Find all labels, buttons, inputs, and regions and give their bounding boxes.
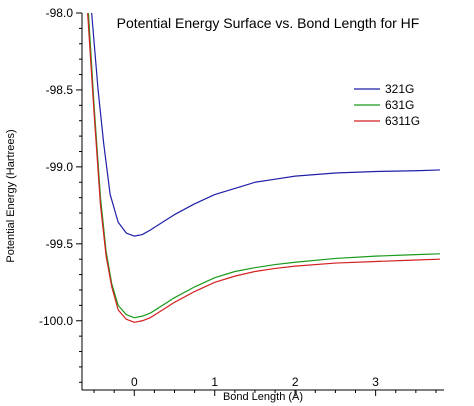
x-tick-label: 0 [131,375,138,389]
legend-label-321G: 321G [385,82,414,96]
x-tick-label: 1 [211,375,218,389]
legend: 321G 631G 6311G [354,82,420,128]
legend-label-6311G: 6311G [385,114,420,128]
y-tick-label: -98.0 [46,6,74,20]
y-tick-label: -100.0 [39,314,73,328]
x-tick-label: 3 [372,375,379,389]
ticks: -98.0 -98.5 -99.0 -99.5 -100.0 0 1 2 3 [39,6,437,396]
series-line-631G [87,13,440,319]
x-axis-title: Bond Length (Å) [223,390,303,403]
series-lines [87,13,440,323]
y-tick-label: -98.5 [46,83,74,97]
legend-label-631G: 631G [385,98,414,112]
y-axis-title: Potential Energy (Hartrees) [5,129,17,262]
series-line-321G [91,13,440,237]
axes [81,13,444,391]
x-tick-label: 2 [292,375,299,389]
chart-title: Potential Energy Surface vs. Bond Length… [117,15,420,31]
y-tick-label: -99.0 [46,160,74,174]
y-tick-label: -99.5 [46,237,74,251]
series-line-6311G [87,13,440,323]
